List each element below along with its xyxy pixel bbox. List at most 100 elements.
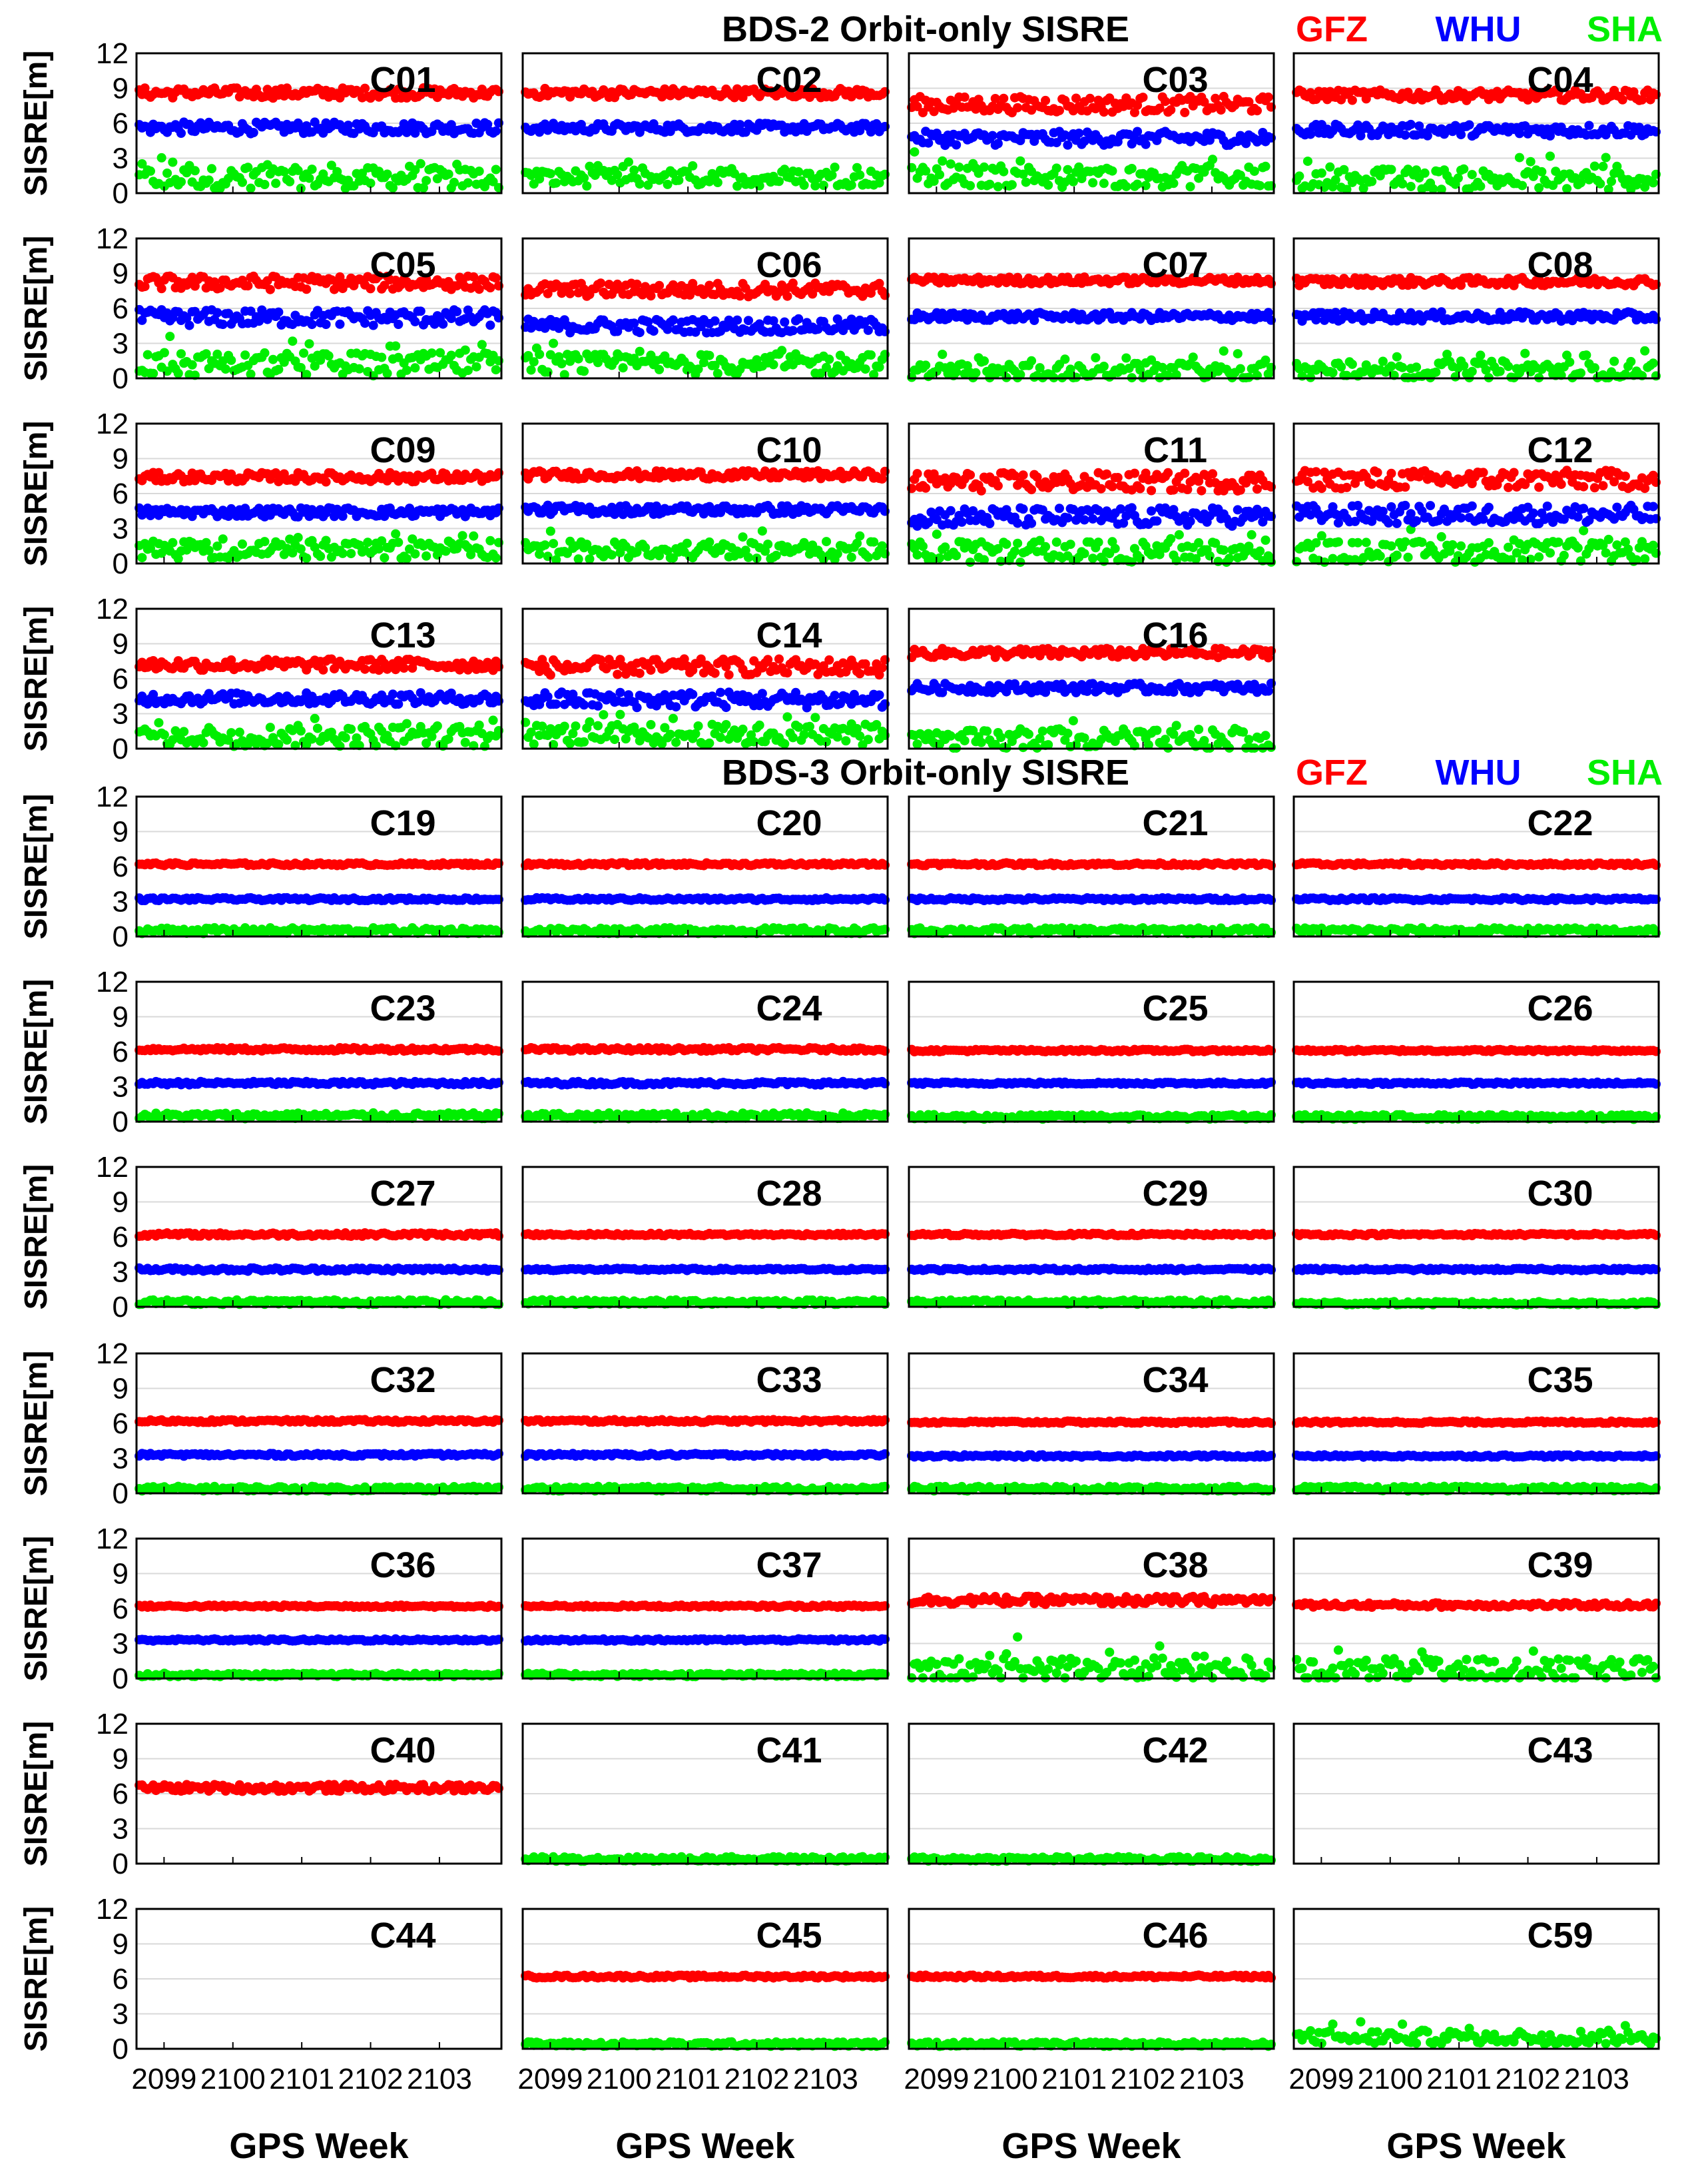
series-whu	[135, 1263, 503, 1276]
satellite-label: C42	[1142, 1730, 1208, 1770]
y-tick-label: 0	[113, 1848, 129, 1880]
series-gfz	[521, 1228, 890, 1241]
series-sha	[1292, 1481, 1661, 1496]
satellite-label: C11	[1143, 430, 1207, 470]
x-tick-label: 2102	[1111, 2063, 1176, 2095]
panel-frame	[521, 1908, 889, 2050]
panel-frame	[1292, 980, 1660, 1123]
satellite-label: C12	[1527, 430, 1593, 470]
y-tick-label: 3	[113, 886, 129, 918]
panel-c08: C08	[1292, 237, 1661, 383]
panel-c25: C25	[907, 980, 1276, 1124]
satellite-label: C32	[370, 1360, 435, 1400]
panel-frame	[908, 422, 1275, 565]
x-tick-label: 2103	[1179, 2063, 1245, 2095]
panel-frame	[521, 795, 889, 938]
series-sha	[1292, 346, 1661, 383]
series-whu	[135, 117, 503, 139]
legend-sha: SHA	[1587, 753, 1663, 793]
panel-c10: C10	[521, 422, 890, 565]
y-tick-label: 0	[113, 920, 129, 953]
points-gfz	[521, 1415, 890, 1427]
x-tick-label: 2102	[724, 2063, 790, 2095]
points-whu	[1292, 307, 1661, 326]
points-gfz	[521, 466, 890, 484]
satellite-label: C07	[1142, 245, 1208, 285]
y-tick-label: 9	[113, 1373, 129, 1405]
legend-gfz: GFZ	[1296, 9, 1368, 49]
satellite-label: C28	[756, 1174, 822, 1214]
series-whu	[521, 1264, 890, 1275]
satellite-label: C30	[1527, 1174, 1593, 1214]
y-tick-label: 3	[113, 513, 129, 546]
y-tick-label: 9	[113, 816, 129, 849]
points-gfz	[907, 858, 1276, 871]
panel-frame	[908, 237, 1275, 380]
series-gfz	[907, 1044, 1276, 1056]
y-tick-label: 0	[113, 1291, 129, 1323]
series-whu	[135, 1076, 503, 1090]
points-whu	[135, 1076, 503, 1090]
series-sha	[135, 1668, 503, 1682]
panel-c35: C35	[1292, 1352, 1661, 1496]
series-gfz	[135, 1042, 503, 1056]
series-sha	[907, 530, 1276, 567]
y-axis-label: SISRE[m]	[19, 421, 54, 567]
points-sha	[135, 922, 503, 938]
series-sha	[135, 1295, 503, 1309]
satellite-label: C37	[756, 1545, 822, 1585]
x-axis: 2099 2100 2101 2102 2103 GPS Week	[131, 2063, 471, 2166]
series-sha	[1292, 923, 1661, 938]
series-sha	[521, 709, 890, 750]
points-gfz	[521, 1600, 890, 1613]
y-tick-label: 6	[113, 1593, 129, 1625]
satellite-label: C19	[370, 803, 435, 843]
series-sha	[907, 1295, 1276, 1309]
panel-frame	[908, 1166, 1275, 1308]
y-tick-label: 3	[113, 143, 129, 175]
y-tick-label: 9	[113, 1558, 129, 1591]
points-sha	[907, 1110, 1276, 1124]
series-sha	[1292, 1297, 1661, 1310]
series-whu	[135, 503, 503, 522]
points-whu	[1292, 500, 1661, 529]
series-whu	[135, 1634, 503, 1646]
satellite-label: C22	[1527, 803, 1593, 843]
points-gfz	[907, 1970, 1276, 1983]
points-whu	[907, 127, 1276, 151]
series-whu	[907, 1077, 1276, 1089]
x-tick-label: 2103	[407, 2063, 472, 2095]
panel-frame	[135, 1908, 503, 2050]
series-whu	[521, 1634, 890, 1646]
y-tick-label: 9	[113, 1001, 129, 1034]
series-whu	[521, 1076, 890, 1090]
series-whu	[1292, 1077, 1661, 1089]
points-sha	[907, 530, 1276, 567]
x-tick-label: 2100	[587, 2063, 652, 2095]
section-title: BDS-2 Orbit-only SISRE	[722, 9, 1129, 49]
satellite-label: C46	[1142, 1916, 1208, 1956]
satellite-label: C08	[1527, 245, 1593, 285]
panel-frame	[135, 1352, 503, 1495]
panel-c22: C22	[1292, 795, 1661, 938]
x-tick-label: 2102	[338, 2063, 404, 2095]
series-gfz	[521, 1042, 890, 1056]
y-tick-label: 9	[113, 1928, 129, 1961]
points-gfz	[135, 858, 503, 871]
points-whu	[521, 119, 890, 137]
series-whu	[907, 308, 1276, 326]
series-whu	[521, 1449, 890, 1461]
section-header-1: BDS-2 Orbit-only SISRE GFZ WHU SHA	[722, 9, 1663, 49]
points-whu	[1292, 1264, 1661, 1275]
y-axis-label: SISRE[m]	[19, 1351, 54, 1497]
points-gfz	[907, 468, 1276, 496]
series-gfz	[521, 654, 890, 680]
panel-c28: C28	[521, 1166, 890, 1309]
series-whu	[135, 893, 503, 906]
x-tick-label: 2103	[793, 2063, 858, 2095]
x-axis: 2099 2100 2101 2102 2103 GPS Week	[904, 2063, 1244, 2166]
